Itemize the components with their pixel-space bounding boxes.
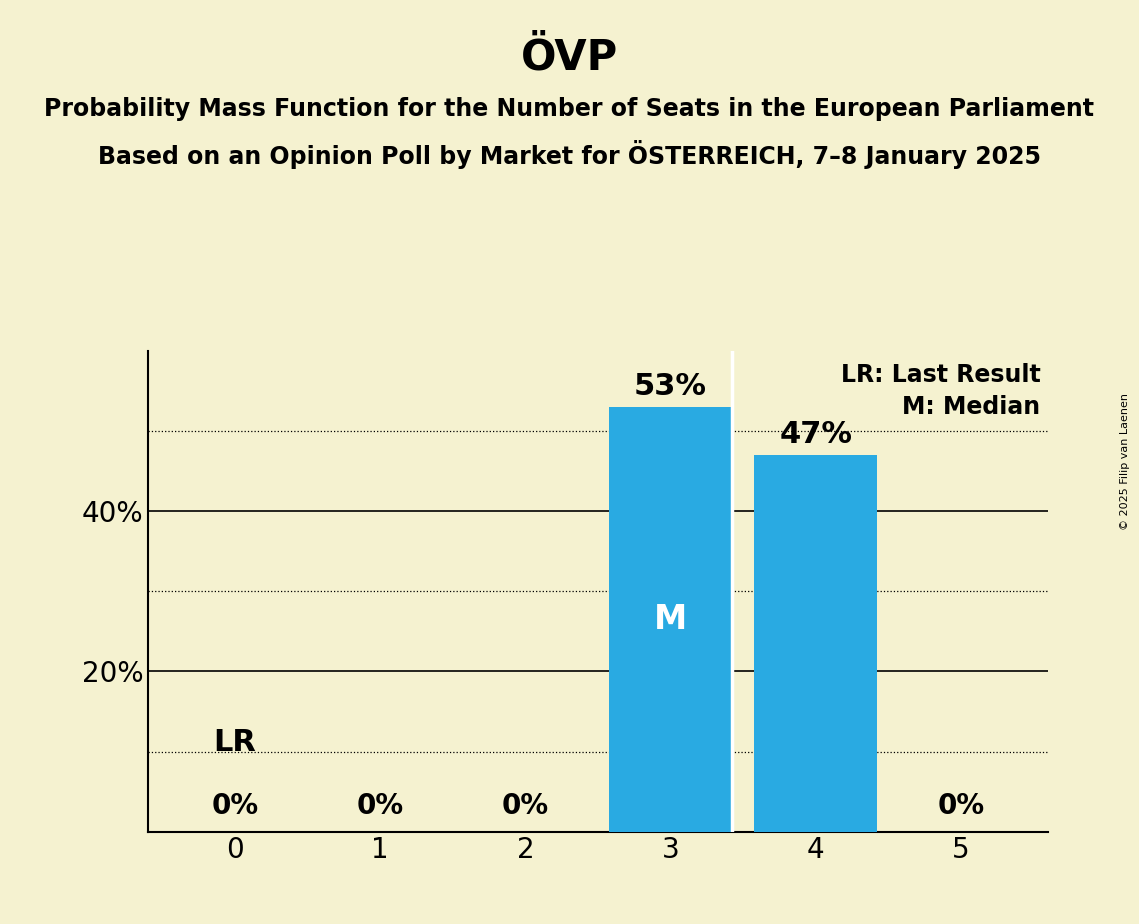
Text: ÖVP: ÖVP	[521, 37, 618, 79]
Text: 0%: 0%	[212, 792, 259, 820]
Bar	[754, 456, 877, 832]
Text: 0%: 0%	[937, 792, 984, 820]
Bar	[609, 407, 732, 832]
Text: 0%: 0%	[502, 792, 549, 820]
Text: 0%: 0%	[357, 792, 404, 820]
Text: © 2025 Filip van Laenen: © 2025 Filip van Laenen	[1121, 394, 1130, 530]
Text: M: Median: M: Median	[902, 395, 1041, 419]
Text: 53%: 53%	[634, 371, 707, 401]
Text: 47%: 47%	[779, 419, 852, 449]
Text: LR: LR	[214, 728, 256, 757]
Text: LR: Last Result: LR: Last Result	[841, 363, 1041, 387]
Text: Based on an Opinion Poll by Market for ÖSTERREICH, 7–8 January 2025: Based on an Opinion Poll by Market for Ö…	[98, 140, 1041, 169]
Text: Probability Mass Function for the Number of Seats in the European Parliament: Probability Mass Function for the Number…	[44, 97, 1095, 121]
Text: M: M	[654, 602, 687, 636]
